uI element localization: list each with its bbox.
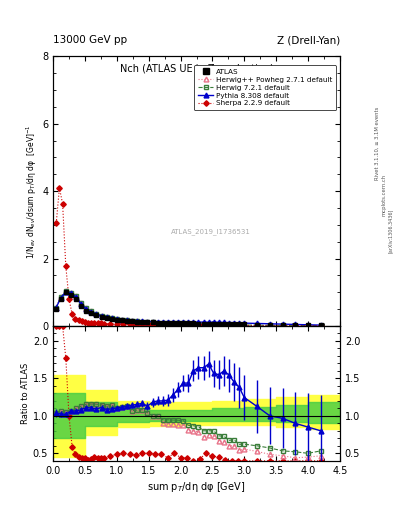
Legend: ATLAS, Herwig++ Powheg 2.7.1 default, Herwig 7.2.1 default, Pythia 8.308 default: ATLAS, Herwig++ Powheg 2.7.1 default, He… xyxy=(194,66,336,110)
Y-axis label: 1/N$_{ev}$ dN$_{ev}$/dsum p$_T$/dη dφ  [GeV]$^{-1}$: 1/N$_{ev}$ dN$_{ev}$/dsum p$_T$/dη dφ [G… xyxy=(25,124,39,259)
Text: Rivet 3.1.10, ≥ 3.1M events: Rivet 3.1.10, ≥ 3.1M events xyxy=(375,106,380,180)
Text: ATLAS_2019_I1736531: ATLAS_2019_I1736531 xyxy=(171,228,251,235)
X-axis label: sum p$_T$/dη dφ [GeV]: sum p$_T$/dη dφ [GeV] xyxy=(147,480,246,494)
Text: Nch (ATLAS UE in Z production): Nch (ATLAS UE in Z production) xyxy=(119,65,274,74)
Text: mcplots.cern.ch: mcplots.cern.ch xyxy=(382,174,387,216)
Text: 13000 GeV pp: 13000 GeV pp xyxy=(53,35,127,45)
Text: Z (Drell-Yan): Z (Drell-Yan) xyxy=(277,35,340,45)
Text: [arXiv:1306.3436]: [arXiv:1306.3436] xyxy=(388,208,393,252)
Y-axis label: Ratio to ATLAS: Ratio to ATLAS xyxy=(21,363,30,424)
